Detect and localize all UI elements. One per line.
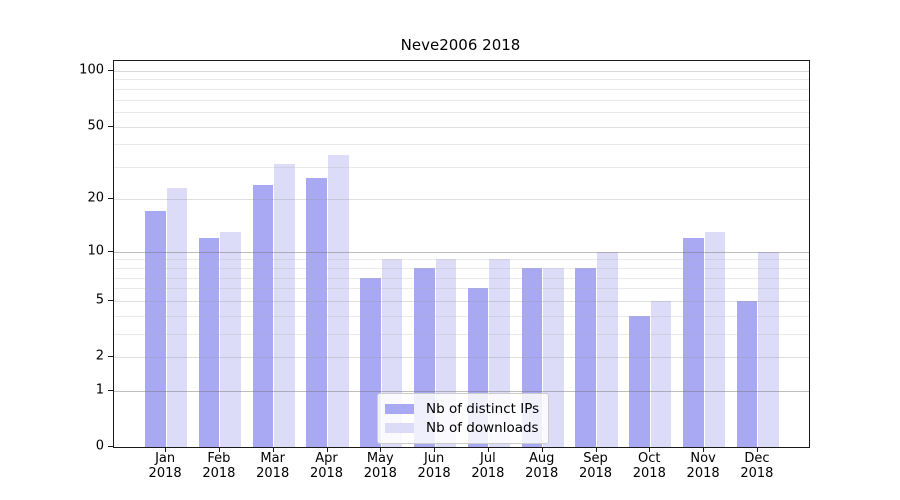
- x-tick-label-aug: Aug 2018: [512, 451, 572, 481]
- x-tick-nov: [703, 447, 705, 452]
- bar-nb-of-downloads-feb: [220, 231, 241, 447]
- gridline-20: [114, 198, 809, 200]
- gridline-9: [114, 259, 809, 261]
- x-tick-jan: [165, 447, 167, 452]
- x-tick-jul: [487, 447, 489, 452]
- y-tick-50: [108, 125, 113, 127]
- bar-nb-of-distinct-ips-jan: [145, 211, 166, 447]
- bar-nb-of-downloads-oct: [650, 300, 672, 447]
- gridline-7: [114, 277, 809, 279]
- x-tick-aug: [541, 447, 543, 452]
- legend-swatch-distinct-ips: [385, 404, 414, 414]
- y-tick-1: [108, 389, 113, 391]
- x-tick-sep: [595, 447, 597, 452]
- legend-swatch-downloads: [385, 423, 414, 433]
- x-tick-label-mar: Mar 2018: [243, 451, 303, 481]
- x-tick-label-nov: Nov 2018: [673, 451, 733, 481]
- gridline-8: [114, 267, 809, 269]
- gridline-30: [114, 167, 809, 169]
- bar-nb-of-downloads-nov: [704, 231, 726, 447]
- y-tick-label-10: 10: [87, 243, 104, 258]
- gridline-80: [114, 88, 809, 90]
- x-tick-label-jan: Jan 2018: [135, 451, 195, 481]
- y-tick-20: [108, 197, 113, 199]
- x-tick-year-dec: 2018: [740, 465, 774, 481]
- bar-nb-of-distinct-ips-nov: [683, 237, 704, 447]
- x-tick-year-jun: 2018: [417, 465, 451, 481]
- x-tick-year-apr: 2018: [309, 465, 344, 481]
- x-tick-jun: [434, 447, 436, 452]
- x-tick-dec: [756, 447, 758, 452]
- y-tick-2: [108, 356, 113, 358]
- x-tick-label-may: May 2018: [350, 451, 410, 481]
- x-tick-year-nov: 2018: [686, 465, 720, 481]
- legend-item-distinct-ips: Nb of distinct IPs: [385, 401, 548, 417]
- gridline-50: [114, 126, 809, 128]
- bar-nb-of-downloads-apr: [328, 154, 349, 447]
- legend: Nb of distinct IPs Nb of downloads: [377, 393, 549, 444]
- y-tick-100: [108, 69, 113, 71]
- x-tick-oct: [649, 447, 651, 452]
- legend-label-distinct-ips: Nb of distinct IPs: [426, 401, 540, 417]
- plot-area: Nb of distinct IPs Nb of downloads: [113, 60, 810, 448]
- gridline-4: [114, 315, 809, 317]
- x-tick-may: [380, 447, 382, 452]
- y-tick-label-2: 2: [95, 348, 104, 364]
- x-tick-year-jul: 2018: [471, 465, 505, 481]
- gridline-5: [114, 300, 809, 302]
- x-tick-label-jun: Jun 2018: [404, 451, 464, 481]
- x-tick-year-jan: 2018: [148, 465, 182, 481]
- y-tick-label-100: 100: [79, 62, 104, 78]
- gridline-100: [114, 70, 809, 72]
- gridline-3: [114, 334, 809, 335]
- bar-nb-of-distinct-ips-mar: [252, 184, 274, 447]
- x-tick-year-sep: 2018: [578, 465, 613, 481]
- chart-title: Neve2006 2018: [400, 36, 521, 54]
- x-tick-year-feb: 2018: [202, 465, 236, 481]
- x-tick-label-dec: Dec 2018: [727, 451, 787, 481]
- gridline-10: [114, 251, 809, 253]
- y-tick-5: [108, 299, 113, 301]
- gridline-90: [114, 79, 809, 81]
- y-tick-0: [108, 446, 113, 447]
- gridline-40: [114, 144, 809, 146]
- bar-nb-of-distinct-ips-feb: [198, 237, 220, 447]
- x-tick-year-may: 2018: [363, 465, 397, 481]
- x-tick-label-sep: Sep 2018: [566, 451, 626, 481]
- x-tick-label-feb: Feb 2018: [189, 451, 249, 481]
- bar-nb-of-downloads-dec: [758, 251, 779, 447]
- y-tick-label-50: 50: [87, 118, 104, 133]
- grid-layer: [114, 61, 809, 447]
- x-tick-apr: [326, 447, 328, 452]
- legend-label-downloads: Nb of downloads: [426, 420, 539, 436]
- gridline-1: [114, 390, 809, 392]
- y-tick-label-0: 0: [95, 438, 104, 454]
- y-tick-label-1: 1: [95, 382, 104, 397]
- x-tick-label-oct: Oct 2018: [619, 451, 679, 481]
- x-tick-year-mar: 2018: [256, 465, 290, 481]
- bar-nb-of-distinct-ips-may: [360, 277, 381, 447]
- x-tick-mar: [272, 447, 274, 452]
- bar-nb-of-distinct-ips-dec: [736, 300, 758, 447]
- x-tick-year-oct: 2018: [632, 465, 666, 481]
- x-tick-year-aug: 2018: [525, 465, 559, 481]
- bar-nb-of-downloads-sep: [597, 251, 618, 447]
- x-tick-label-jul: Jul 2018: [458, 451, 518, 481]
- gridline-60: [114, 111, 809, 113]
- bar-nb-of-downloads-mar: [274, 164, 295, 447]
- y-tick-10: [108, 250, 113, 252]
- x-tick-label-apr: Apr 2018: [297, 451, 357, 481]
- legend-item-downloads: Nb of downloads: [385, 420, 548, 436]
- y-tick-label-5: 5: [95, 292, 104, 308]
- gridline-70: [114, 99, 809, 101]
- gridline-6: [114, 288, 809, 290]
- bar-nb-of-downloads-jan: [166, 187, 188, 447]
- y-tick-label-20: 20: [87, 190, 104, 206]
- bar-nb-of-distinct-ips-apr: [306, 178, 327, 447]
- gridline-2: [114, 357, 809, 359]
- bar-nb-of-distinct-ips-sep: [575, 267, 596, 447]
- bar-nb-of-distinct-ips-oct: [629, 315, 650, 447]
- x-tick-feb: [218, 447, 220, 452]
